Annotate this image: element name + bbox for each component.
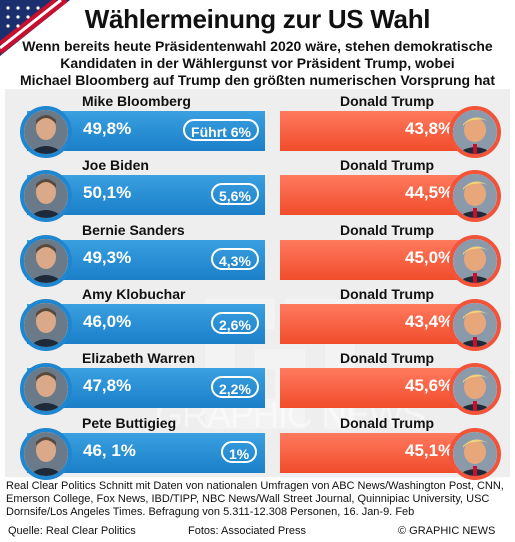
democrat-value-label: 46, 1% [83, 440, 136, 460]
lead-badge: 2,2% [211, 376, 259, 399]
candidate-name: Mike Bloomberg [82, 93, 191, 109]
photo-credit: Fotos: Associated Press [188, 525, 306, 537]
subtitle-line: Wenn bereits heute Präsidentenwahl 2020 … [22, 38, 493, 54]
trump-bar [280, 432, 480, 473]
trump-value-label: 45,0% [405, 247, 454, 267]
candidate-name: Bernie Sanders [82, 221, 185, 238]
source-note: Real Clear Politics Schnitt mit Daten vo… [6, 480, 504, 518]
trump-bar [280, 111, 480, 151]
trump-value-label: 45,6% [405, 376, 454, 396]
candidate-photo-icon [20, 298, 72, 351]
trump-value-label: 43,8% [405, 119, 454, 138]
trump-photo-icon [449, 170, 501, 223]
candidate-photo-icon [20, 106, 72, 158]
page-subtitle: Wenn bereits heute Präsidentenwahl 2020 … [10, 38, 505, 89]
subtitle-line: Kandidaten in der Wählergunst vor Präsid… [60, 55, 455, 71]
opponent-name: Donald Trump [340, 93, 435, 109]
trump-photo-icon [449, 363, 501, 416]
candidate-photo-icon [20, 170, 72, 223]
democrat-value-label: 47,8% [83, 376, 132, 396]
candidate-photo-icon [20, 427, 72, 480]
trump-value-label: 45,1% [405, 440, 454, 460]
lead-badge: 1% [221, 440, 258, 463]
democrat-value-label: 49,8% [83, 119, 132, 138]
opponent-name: Donald Trump [340, 350, 435, 367]
chart-row: Elizabeth Warren Donald Trump 47,8% 2,2% 45,… [5, 349, 510, 416]
lead-badge: 5,6% [211, 183, 259, 206]
trump-value-label: 44,5% [405, 183, 454, 203]
chart-row: Mike Bloomberg Donald Trump 49,8% Führt 6% 4… [5, 92, 510, 158]
copyright-credit: © GRAPHIC NEWS [398, 525, 496, 537]
candidate-photo-icon [20, 234, 72, 287]
candidate-name: Amy Klobuchar [82, 285, 186, 302]
democrat-value-label: 46,0% [83, 311, 132, 331]
opponent-name: Donald Trump [340, 157, 435, 174]
democrat-value-label: 49,3% [83, 247, 132, 267]
trump-photo-icon [449, 106, 501, 158]
trump-bar [280, 303, 480, 344]
democrat-value-label: 50,1% [83, 183, 132, 203]
chart-row: Amy Klobuchar Donald Trump 46,0% 2,6% 43,4% [5, 285, 510, 351]
candidate-name: Joe Biden [82, 157, 149, 174]
candidate-name: Pete Buttigieg [82, 414, 177, 431]
chart-row: Bernie Sanders Donald Trump 49,3% 4,3% 45,0% [5, 221, 510, 287]
lead-badge: 4,3% [211, 247, 259, 270]
opponent-name: Donald Trump [340, 285, 435, 302]
chart-row: Pete Buttigieg Donald Trump 46, 1% 1% 45,1% [5, 414, 510, 480]
trump-bar [280, 239, 480, 280]
us-flag-icon [0, 0, 70, 56]
chart-panel: GRAPHIC NEWS Mike Bloomberg Donald Trump 4… [5, 89, 510, 480]
trump-photo-icon [449, 234, 501, 287]
candidate-photo-icon [20, 363, 72, 416]
subtitle-line: Michael Bloomberg auf Trump den größten … [19, 72, 495, 88]
chart-row: Joe Biden Donald Trump 50,1% 5,6% 44,5% [5, 156, 510, 223]
opponent-name: Donald Trump [340, 221, 435, 238]
lead-badge: 2,6% [211, 311, 259, 334]
trump-bar [280, 175, 480, 216]
trump-value-label: 43,4% [405, 311, 454, 331]
source-credit: Quelle: Real Clear Politics [8, 525, 136, 537]
candidate-name: Elizabeth Warren [82, 350, 196, 367]
trump-bar [280, 368, 480, 409]
page-title: Wählermeinung zur US Wahl [84, 4, 431, 34]
trump-photo-icon [449, 298, 501, 351]
lead-badge: Führt 6% [183, 119, 259, 141]
opponent-name: Donald Trump [340, 414, 435, 431]
trump-photo-icon [449, 427, 501, 480]
